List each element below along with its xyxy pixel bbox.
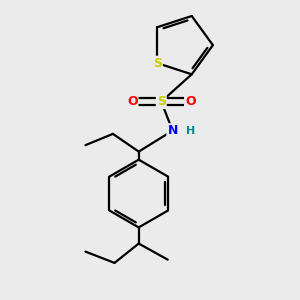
Text: N: N: [167, 124, 178, 137]
Text: H: H: [186, 126, 195, 136]
Text: S: S: [153, 57, 162, 70]
Text: S: S: [157, 95, 166, 108]
Text: O: O: [127, 95, 138, 108]
Text: O: O: [185, 95, 196, 108]
